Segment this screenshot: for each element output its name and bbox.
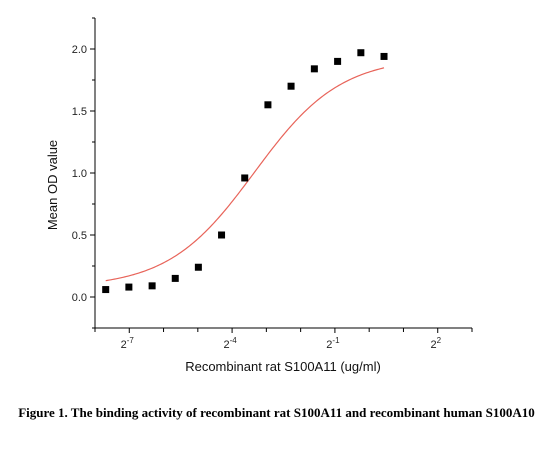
y-axis-label: Mean OD value	[45, 140, 60, 230]
data-point	[241, 174, 249, 182]
fit-curve-layer	[105, 67, 385, 282]
y-tick-label: 1.0	[72, 168, 87, 180]
data-point	[310, 65, 318, 73]
x-tick-label: 22	[430, 336, 441, 351]
x-axis-label: Recombinant rat S100A11 (ug/ml)	[185, 359, 381, 374]
data-points-layer	[102, 49, 388, 294]
data-point	[218, 231, 226, 239]
x-tick-label: 2-7	[121, 336, 135, 351]
data-point	[264, 101, 272, 109]
data-point	[287, 82, 295, 90]
data-point	[357, 49, 365, 57]
y-tick-label: 0.5	[72, 230, 87, 242]
figure-caption: Figure 1. The binding activity of recomb…	[18, 405, 535, 420]
data-point	[125, 283, 133, 291]
axes-layer: 0.0 0.5 1.0 1.5 2.0 2-7 2-4 2-1 22	[72, 17, 473, 351]
binding-activity-chart: 0.0 0.5 1.0 1.5 2.0 2-7 2-4 2-1 22 Mean OD value…	[45, 17, 473, 374]
fit-curve	[105, 67, 385, 282]
y-tick-label: 0.0	[72, 292, 87, 304]
data-point	[334, 57, 342, 65]
data-point	[380, 52, 388, 60]
y-tick-label: 2.0	[72, 44, 87, 56]
x-tick-label: 2-1	[326, 336, 340, 351]
y-tick-label: 1.5	[72, 106, 87, 118]
data-point	[148, 282, 156, 290]
data-point	[171, 274, 179, 282]
data-point	[102, 286, 110, 294]
x-tick-label: 2-4	[223, 336, 237, 351]
data-point	[194, 263, 202, 271]
